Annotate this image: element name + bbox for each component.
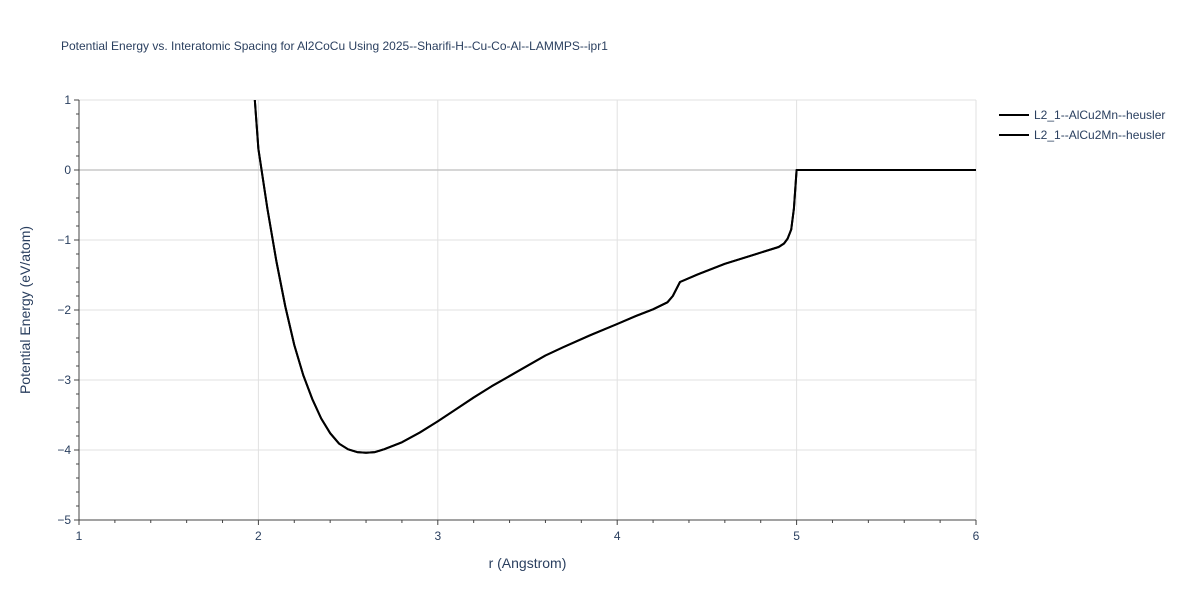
x-tick-label-3: 4	[614, 529, 621, 543]
y-tick-label-0: 1	[64, 93, 71, 107]
legend-label-1[interactable]: L2_1--AlCu2Mn--heusler	[1034, 128, 1165, 142]
series-layer	[253, 100, 976, 454]
y-tick-label-1: 0	[64, 163, 71, 177]
x-axis-title: r (Angstrom)	[489, 555, 567, 571]
chart-title: Potential Energy vs. Interatomic Spacing…	[61, 39, 608, 53]
legend[interactable]: L2_1--AlCu2Mn--heusler L2_1--AlCu2Mn--heu…	[999, 108, 1165, 142]
x-tick-label-4: 5	[793, 529, 800, 543]
y-tick-label-4: −3	[57, 373, 71, 387]
grid-layer	[79, 99, 977, 520]
x-tick-label-5: 6	[973, 529, 980, 543]
y-tick-label-5: −4	[57, 443, 71, 457]
y-axis-title: Potential Energy (eV/atom)	[17, 226, 33, 394]
y-tick-label-2: −1	[57, 233, 71, 247]
legend-label-0[interactable]: L2_1--AlCu2Mn--heusler	[1034, 108, 1165, 122]
series-line-1	[253, 100, 976, 454]
y-tick-label-6: −5	[57, 513, 71, 527]
y-tick-label-3: −2	[57, 303, 71, 317]
x-tick-label-0: 1	[76, 529, 83, 543]
axis-layer: 1 2 3 4 5 6 1 0 −1 −2 −3 −4 −5	[57, 93, 979, 543]
x-tick-label-1: 2	[255, 529, 262, 543]
x-tick-label-2: 3	[434, 529, 441, 543]
